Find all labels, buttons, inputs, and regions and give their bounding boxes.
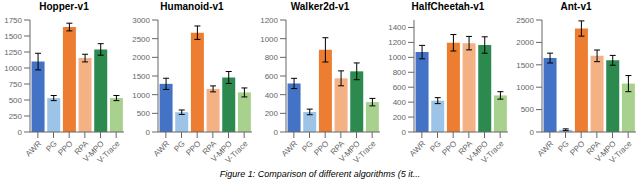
svg-text:0: 0 [530,128,535,137]
svg-text:750: 750 [9,80,23,89]
svg-text:250: 250 [9,112,23,121]
svg-text:1000: 1000 [132,91,150,100]
svg-text:500: 500 [137,109,151,118]
svg-text:PPO: PPO [56,139,74,157]
svg-text:0: 0 [18,128,23,137]
svg-text:PPO: PPO [440,139,458,157]
svg-text:1400: 1400 [388,23,406,32]
svg-text:V-MPO: V-MPO [337,139,362,164]
svg-text:0: 0 [146,128,151,137]
svg-text:1750: 1750 [8,16,23,25]
html-text:HalfCheetah-v1: HalfCheetah-v1 [411,1,485,12]
svg-text:V-Trace: V-Trace [96,139,122,165]
svg-text:V-Trace: V-Trace [608,139,632,165]
svg-text:1200: 1200 [388,38,406,47]
svg-text:PPO: PPO [568,139,586,157]
svg-text:PPO: PPO [184,139,202,157]
svg-text:1500: 1500 [516,61,534,70]
svg-text:1000: 1000 [260,35,278,44]
svg-text:1200: 1200 [260,16,278,25]
svg-text:400: 400 [393,98,407,107]
svg-text:2000: 2000 [516,38,534,47]
svg-text:PG: PG [44,139,59,154]
svg-text:PG: PG [428,139,443,154]
svg-text:V-MPO: V-MPO [209,139,234,164]
svg-text:V-MPO: V-MPO [593,139,618,164]
svg-text:AWR: AWR [408,139,428,159]
svg-text:800: 800 [393,68,407,77]
svg-text:0: 0 [402,128,407,137]
svg-text:2000: 2000 [132,53,150,62]
svg-text:V-MPO: V-MPO [81,139,106,164]
svg-text:1000: 1000 [8,64,23,73]
svg-text:PG: PG [300,139,315,154]
svg-text:V-Trace: V-Trace [352,139,378,165]
html-text:Hopper-v1: Hopper-v1 [39,1,89,12]
svg-text:600: 600 [265,72,279,81]
svg-text:600: 600 [393,83,407,92]
svg-text:2500: 2500 [132,35,150,44]
svg-text:500: 500 [521,105,535,114]
svg-text:1000: 1000 [516,83,534,92]
svg-text:RPA: RPA [584,139,603,157]
svg-text:RPA: RPA [72,139,91,157]
html-text:Figure 1: Comparison of differ: Figure 1: Comparison of different algori… [219,169,421,179]
svg-text:PG: PG [556,139,571,154]
svg-text:PG: PG [172,139,187,154]
svg-text:0: 0 [274,128,279,137]
svg-text:500: 500 [9,96,23,105]
svg-text:400: 400 [265,91,279,100]
svg-text:1500: 1500 [8,32,23,41]
svg-text:1250: 1250 [8,48,23,57]
svg-text:AWR: AWR [152,139,172,159]
html-text:Ant-v1: Ant-v1 [560,1,592,12]
svg-text:RPA: RPA [456,139,475,157]
svg-text:3000: 3000 [132,16,150,25]
svg-text:RPA: RPA [200,139,219,157]
svg-text:AWR: AWR [24,139,44,159]
html-text:Walker2d-v1: Walker2d-v1 [290,1,350,12]
svg-text:2500: 2500 [516,16,534,25]
svg-text:1000: 1000 [388,53,406,62]
svg-text:V-MPO: V-MPO [465,139,490,164]
svg-text:RPA: RPA [328,139,347,157]
svg-text:PPO: PPO [312,139,330,157]
svg-text:V-Trace: V-Trace [480,139,506,165]
svg-text:AWR: AWR [280,139,300,159]
svg-text:200: 200 [265,109,279,118]
svg-text:AWR: AWR [536,139,556,159]
html-text:Humanoid-v1: Humanoid-v1 [160,1,224,12]
svg-text:200: 200 [393,113,407,122]
svg-text:1500: 1500 [132,72,150,81]
svg-text:800: 800 [265,53,279,62]
svg-text:V-Trace: V-Trace [224,139,250,165]
